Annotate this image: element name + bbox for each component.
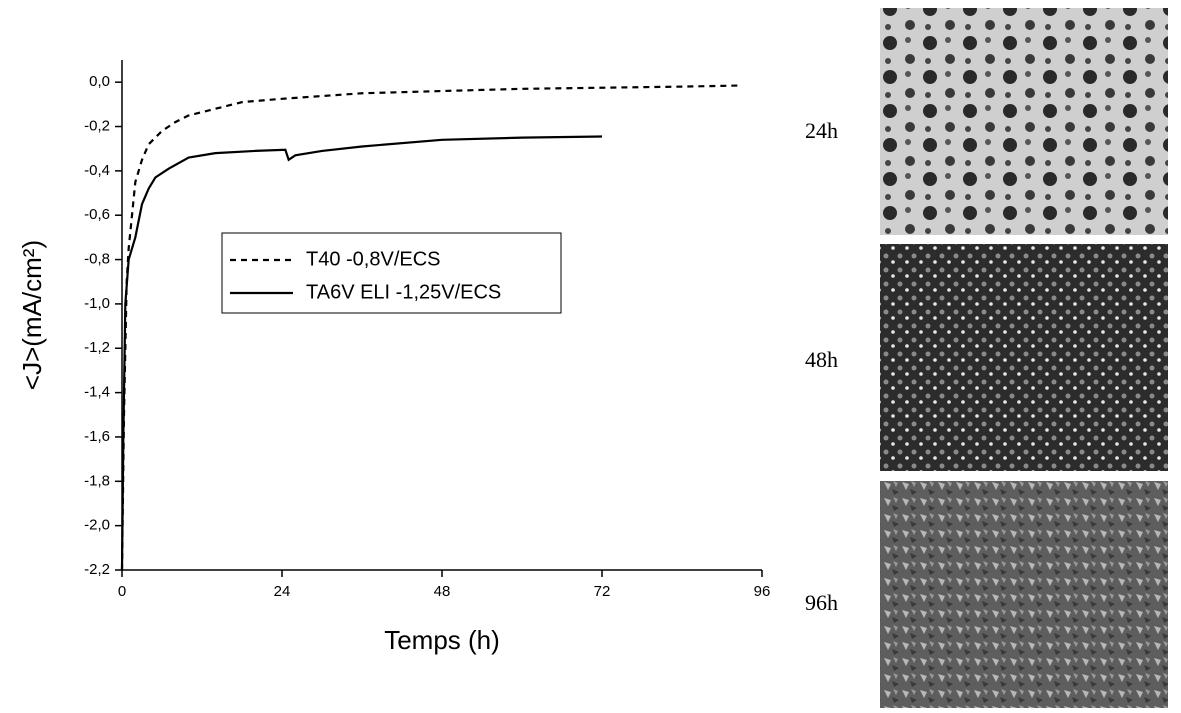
legend-label: TA6V ELI -1,25V/ECS (306, 281, 501, 303)
data-line (120, 84, 743, 571)
y-tick-label: -2,0 (84, 517, 110, 534)
y-tick-label: -0,4 (84, 162, 110, 179)
y-tick-label: -1,6 (84, 428, 110, 445)
panel-label: 48h (805, 347, 838, 372)
y-tick-label: -1,0 (84, 295, 110, 312)
panel-label: 24h (805, 118, 838, 143)
y-tick-label: -1,2 (84, 339, 110, 356)
y-tick-label: -1,4 (84, 384, 110, 401)
y-tick-label: -2,2 (84, 561, 110, 578)
data-line (120, 135, 603, 571)
y-tick-label: 0,0 (89, 73, 110, 90)
y-tick-label: -0,6 (84, 206, 110, 223)
micrograph (880, 244, 1168, 471)
y-tick-label: -0,2 (84, 117, 110, 134)
y-tick-label: -1,8 (84, 472, 110, 489)
micrograph (880, 481, 1168, 708)
x-axis-label: Temps (h) (384, 625, 500, 655)
x-tick-label: 72 (594, 583, 611, 600)
y-tick-label: -0,8 (84, 251, 110, 268)
y-axis-label: <J>(mA/cm²) (17, 240, 47, 390)
x-tick-label: 24 (274, 583, 291, 600)
legend-label: T40 -0,8V/ECS (306, 248, 441, 270)
x-tick-label: 0 (118, 583, 126, 600)
micrograph (880, 8, 1168, 235)
legend (221, 232, 562, 314)
panel-label: 96h (805, 590, 838, 615)
x-tick-label: 96 (754, 583, 771, 600)
x-tick-label: 48 (434, 583, 451, 600)
